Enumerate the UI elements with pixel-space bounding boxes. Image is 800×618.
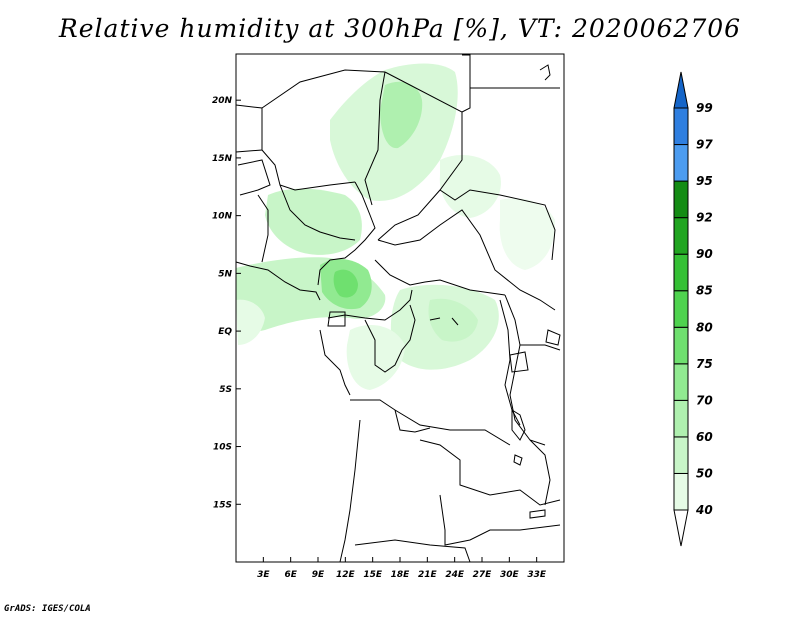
colorbar-label: 50 [696,466,713,480]
colorbar-segment [673,436,689,474]
colorbar-segment [673,253,689,292]
y-tick-label: 10N [212,212,233,222]
colorbar-segment [673,399,689,438]
y-tick-label: 15N [212,154,233,164]
x-tick-label: 3E [257,570,270,580]
country-borders [235,54,561,563]
x-tick-label: 6E [284,570,297,580]
colorbar-label: 92 [696,211,713,225]
colorbar-label: 80 [696,320,713,334]
colorbar-label: 75 [696,357,713,371]
colorbar-segment [673,71,689,109]
colorbar-segment [673,363,689,401]
x-tick-label: 27E [473,570,493,580]
x-tick-label: 9E [312,570,325,580]
colorbar-label: 70 [696,393,713,407]
footer-credit: GrADS: IGES/COLA [4,604,91,614]
colorbar-label: 97 [696,138,713,152]
x-tick-label: 15E [363,570,383,580]
y-tick-label: EQ [218,327,232,337]
y-tick-label: 10S [213,443,232,453]
colorbar-label: 40 [695,503,713,517]
y-tick-label: 5N [218,269,232,279]
colorbar-label: 90 [696,247,713,261]
colorbar: 40 50 60 70 75 80 85 90 92 95 97 99 [673,71,713,547]
colorbar-segment [673,509,689,547]
x-tick-label: 12E [336,570,356,580]
colorbar-segment [673,472,689,511]
colorbar-label: 85 [696,284,713,298]
x-tick-label: 21E [418,570,438,580]
colorbar-label: 99 [696,101,713,115]
x-tick-label: 24E [445,570,465,580]
x-tick-label: 18E [391,570,411,580]
colorbar-segment [673,217,689,255]
x-tick-label: 30E [500,570,520,580]
colorbar-segment [673,144,689,182]
colorbar-label: 95 [696,174,713,188]
y-tick-label: 5S [219,385,232,395]
colorbar-segment [673,326,689,365]
map-title: Relative humidity at 300hPa [%], VT: 202… [58,14,742,43]
y-axis: 20N 15N 10N 5N EQ 5S 10S 15S [212,96,241,510]
colorbar-segment [673,180,689,219]
colorbar-segment [673,107,689,146]
y-tick-label: 20N [212,96,233,106]
colorbar-label: 60 [696,430,713,444]
x-axis: 3E 6E 9E 12E 15E 18E 21E 24E 27E 30E 33E [257,557,547,580]
humidity-shading [236,63,556,390]
y-tick-label: 15S [213,500,232,510]
x-tick-label: 33E [527,570,547,580]
colorbar-segment [673,290,689,328]
